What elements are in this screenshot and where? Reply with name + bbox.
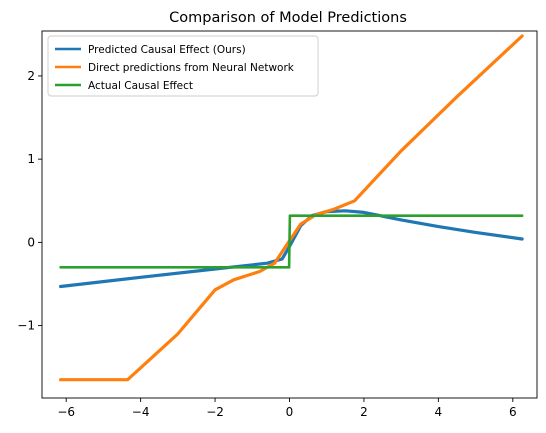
legend: Predicted Causal Effect (Ours) Direct pre… bbox=[47, 35, 319, 97]
chart-title: Comparison of Model Predictions bbox=[169, 10, 407, 26]
x-tick-label: 2 bbox=[360, 405, 368, 419]
legend-label-3: Actual Causal Effect bbox=[88, 80, 193, 92]
x-tick-label: −4 bbox=[132, 405, 150, 419]
x-tick-label: 6 bbox=[509, 405, 517, 419]
legend-box bbox=[47, 35, 319, 97]
x-tick-label: 4 bbox=[435, 405, 443, 419]
axes: −6 −4 −2 0 2 4 6 −1 0 1 2 bbox=[17, 30, 538, 419]
legend-label-1: Predicted Causal Effect (Ours) bbox=[88, 44, 246, 56]
x-tick-label: 0 bbox=[286, 405, 294, 419]
legend-label-2: Direct predictions from Neural Network bbox=[88, 62, 295, 74]
series-line-3 bbox=[59, 214, 524, 269]
x-tick-label: −2 bbox=[206, 405, 224, 419]
y-tick-label: 1 bbox=[27, 152, 35, 166]
y-tick-label: −1 bbox=[17, 319, 35, 333]
plot-area bbox=[58, 34, 524, 382]
y-tick-label: 0 bbox=[27, 235, 35, 249]
y-tick-label: 2 bbox=[27, 69, 35, 83]
x-tick-label: −6 bbox=[57, 405, 75, 419]
